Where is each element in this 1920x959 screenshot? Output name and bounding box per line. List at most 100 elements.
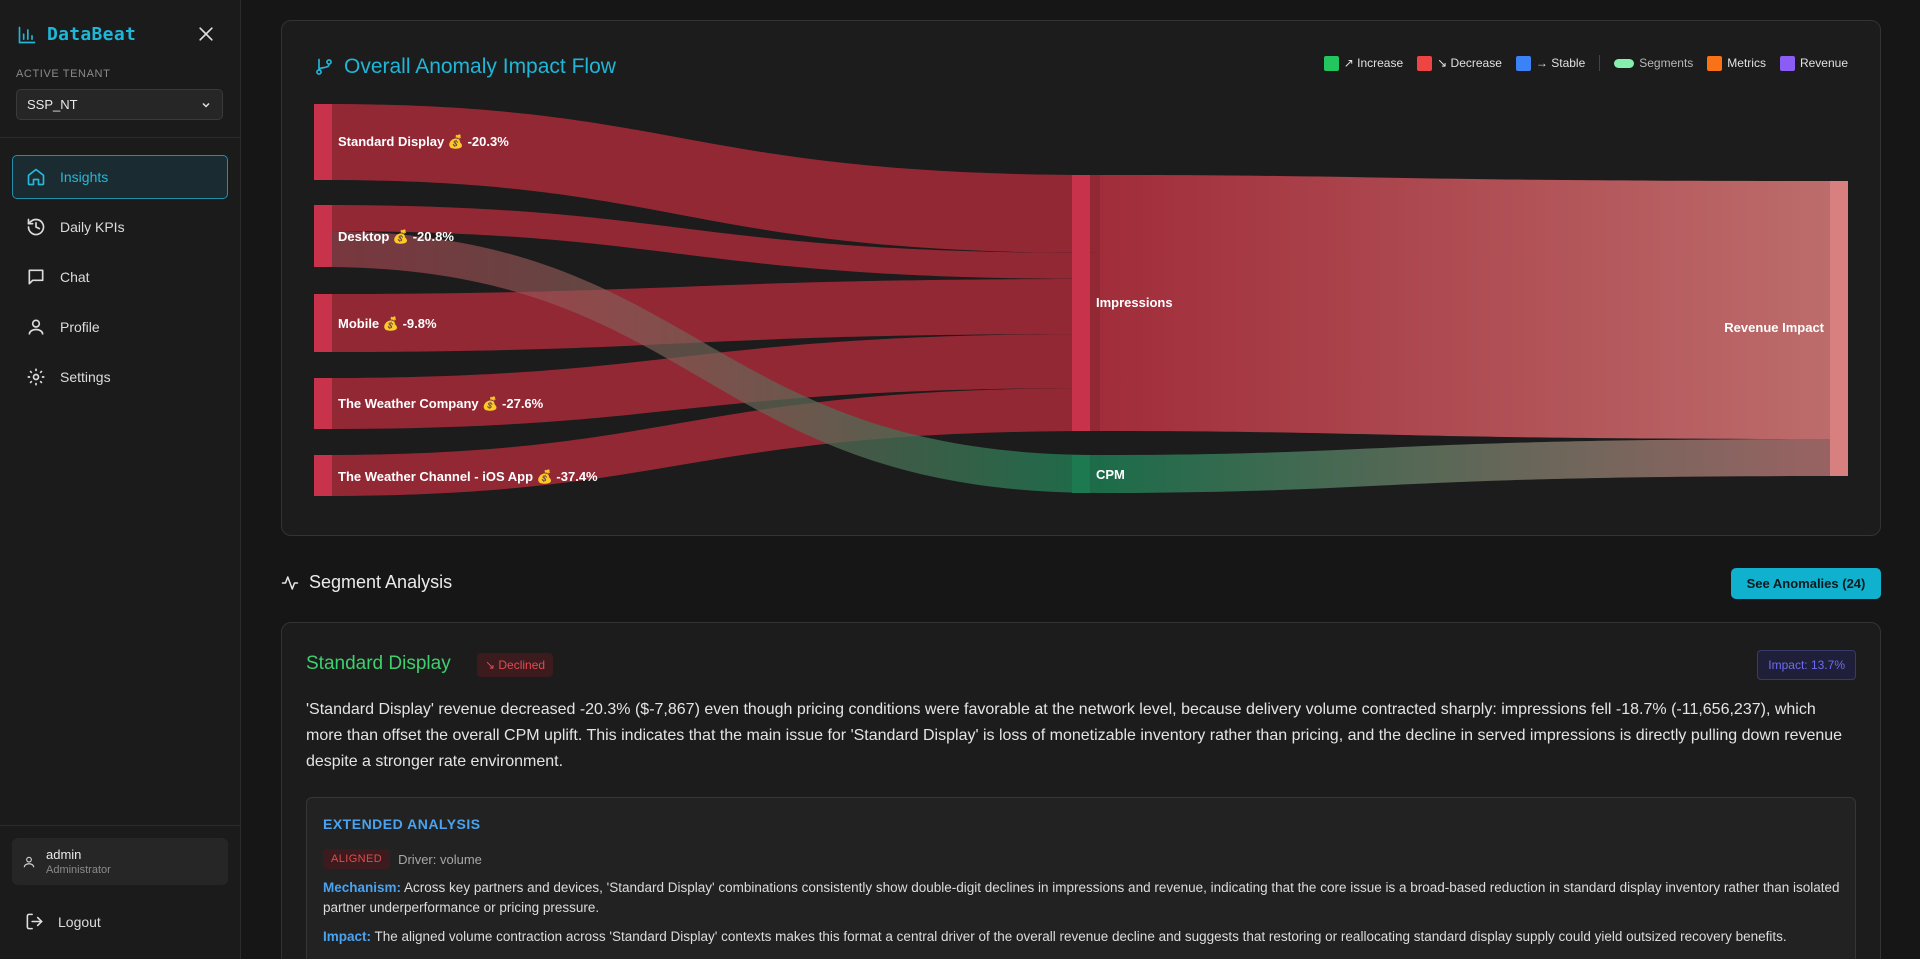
segment-card: Standard Display ↘ Declined Impact: 13.7… [281, 622, 1881, 959]
activity-icon [281, 575, 299, 590]
legend-label: Metrics [1727, 56, 1766, 70]
anomaly-flow-card: Standard Display 💰 -20.3% Desktop 💰 -20.… [281, 20, 1881, 536]
logout-button[interactable]: Logout [25, 912, 101, 931]
sidebar-item-chat[interactable]: Chat [12, 255, 228, 299]
tenant-label: ACTIVE TENANT [16, 68, 111, 80]
sankey-label-weather-company: The Weather Company 💰 -27.6% [338, 396, 544, 412]
sankey-label-impressions: Impressions [1096, 295, 1173, 310]
sankey-label-revenue-impact: Revenue Impact [1724, 320, 1824, 335]
sankey-label-weather-channel-ios: The Weather Channel - iOS App 💰 -37.4% [338, 469, 598, 485]
sankey-node-standard-display[interactable] [314, 104, 332, 180]
legend-swatch [1515, 55, 1531, 71]
status-badge: ↘ Declined [477, 653, 554, 677]
flow-title: Overall Anomaly Impact Flow [314, 55, 616, 79]
user-role: Administrator [46, 864, 111, 876]
user-name: admin [46, 847, 82, 862]
sankey-label-standard-display: Standard Display 💰 -20.3% [338, 134, 509, 150]
sankey-label-desktop: Desktop 💰 -20.8% [338, 229, 454, 245]
home-icon [27, 168, 45, 186]
legend-label: → Stable [1535, 56, 1586, 70]
legend-swatch [1614, 58, 1635, 68]
aligned-badge: ALIGNED [323, 849, 391, 869]
flow-link[interactable] [323, 104, 1100, 253]
segment-summary: 'Standard Display' revenue decreased -20… [306, 701, 1843, 770]
flow-link[interactable] [323, 279, 1100, 352]
legend-label: ↗ Increase [1343, 56, 1404, 70]
legend-label: ↘ Decrease [1437, 56, 1502, 70]
sankey-node-desktop[interactable] [314, 205, 332, 267]
see-anomalies-button[interactable]: See Anomalies (24) [1731, 568, 1881, 599]
logout-icon [26, 913, 43, 930]
sankey-label-cpm: CPM [1096, 467, 1125, 482]
legend-item-stable: → Stable [1515, 55, 1586, 71]
gear-icon [27, 368, 45, 386]
bar-chart-icon [18, 26, 36, 43]
sidebar-item-label: Daily KPIs [60, 219, 125, 235]
sidebar-item-daily-kpis[interactable]: Daily KPIs [12, 205, 228, 249]
flow-title-text: Overall Anomaly Impact Flow [344, 55, 616, 78]
flow-link[interactable] [323, 231, 1100, 493]
legend-item-increase: ↗ Increase [1323, 55, 1404, 71]
impact-text: The aligned volume contraction across 'S… [374, 929, 1787, 944]
sankey-node-revenue-impact[interactable] [1830, 181, 1848, 476]
sidebar: DataBeat ACTIVE TENANT SSP_NT Insights D… [0, 0, 241, 959]
user-icon [23, 856, 35, 867]
sankey-node-cpm[interactable] [1072, 455, 1090, 493]
extended-analysis-meta: ALIGNED Driver: volume [323, 849, 482, 869]
tenant-select[interactable]: SSP_NT [16, 89, 223, 120]
sankey-node-weather-company[interactable] [314, 378, 332, 429]
mechanism-label: Mechanism: [323, 880, 402, 895]
chat-icon [28, 269, 44, 285]
impact-paragraph: Impact: The aligned volume contraction a… [323, 927, 1843, 947]
legend-label: Segments [1639, 56, 1694, 70]
impact-badge: Impact: 13.7% [1757, 650, 1856, 680]
sidebar-item-label: Settings [60, 369, 111, 385]
segment-analysis-title: Segment Analysis [309, 572, 453, 592]
sankey-diagram: Standard Display 💰 -20.3% Desktop 💰 -20.… [314, 104, 1848, 496]
flow-link[interactable] [323, 388, 1100, 496]
sidebar-item-profile[interactable]: Profile [12, 305, 228, 349]
legend-swatch [1323, 55, 1339, 71]
extended-analysis: EXTENDED ANALYSIS ALIGNED Driver: volume… [306, 797, 1856, 959]
sankey-node-weather-channel-ios[interactable] [314, 455, 332, 496]
legend-item-decrease: ↘ Decrease [1417, 55, 1502, 71]
user-icon [28, 319, 44, 335]
sidebar-item-settings[interactable]: Settings [12, 355, 228, 399]
chevron-down-icon [202, 102, 210, 108]
driver-text: Driver: volume [398, 851, 482, 867]
git-branch-icon [316, 58, 332, 75]
sidebar-item-label: Chat [60, 269, 90, 285]
segment-name: Standard Display [306, 653, 451, 674]
extended-analysis-title: EXTENDED ANALYSIS [323, 816, 481, 832]
impact-label: Impact: [323, 929, 372, 944]
legend-item-metrics: Metrics [1707, 55, 1766, 71]
sidebar-divider [0, 137, 241, 138]
sidebar-item-label: Profile [60, 319, 100, 335]
tenant-value: SSP_NT [27, 97, 78, 112]
close-sidebar-button[interactable] [196, 24, 216, 44]
sankey-node-mobile[interactable] [314, 294, 332, 352]
brand-name: DataBeat [47, 24, 137, 45]
user-card[interactable]: admin Administrator [12, 838, 228, 885]
sankey-label-mobile: Mobile 💰 -9.8% [338, 316, 437, 332]
history-icon [27, 218, 45, 236]
flow-legend: ↗ Increase ↘ Decrease → Stable Segments … [1323, 55, 1848, 71]
sidebar-item-label: Insights [60, 169, 109, 185]
sidebar-item-insights[interactable]: Insights [12, 155, 228, 199]
legend-item-revenue: Revenue [1779, 55, 1848, 71]
legend-swatch [1707, 55, 1723, 71]
legend-swatch [1417, 55, 1433, 71]
sankey-node-impressions[interactable] [1072, 175, 1090, 431]
mechanism-paragraph: Mechanism: Across key partners and devic… [323, 878, 1843, 918]
main-content: Standard Display 💰 -20.3% Desktop 💰 -20.… [242, 0, 1920, 959]
flow-link[interactable] [323, 205, 1100, 279]
segment-analysis-heading: Segment Analysis [281, 572, 452, 593]
flow-link[interactable] [1100, 439, 1830, 493]
legend-separator [1599, 55, 1601, 71]
sidebar-nav: Insights Daily KPIs Chat Profile Setting… [12, 155, 228, 405]
mechanism-text: Across key partners and devices, 'Standa… [323, 880, 1840, 915]
flow-link[interactable] [1100, 175, 1830, 439]
legend-swatch [1779, 55, 1795, 71]
brand[interactable]: DataBeat [17, 24, 136, 45]
legend-label: Revenue [1799, 56, 1848, 70]
